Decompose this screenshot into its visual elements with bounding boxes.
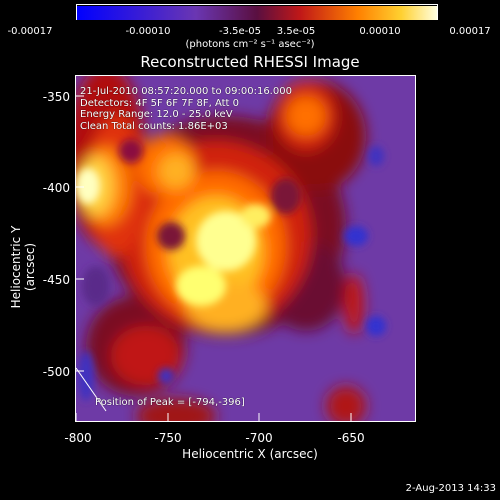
y-axis-title: Heliocentric Y (arcsec) bbox=[9, 225, 37, 309]
x-tick-label: -750 bbox=[154, 431, 182, 445]
rhessi-image-plot: 21-Jul-2010 08:57:20.000 to 09:00:16.000… bbox=[75, 75, 416, 422]
datestamp: 2-Aug-2013 14:33 bbox=[405, 483, 496, 494]
colorbar-gradient bbox=[77, 6, 437, 20]
counts-annotation: Clean Total counts: 1.86E+03 bbox=[80, 120, 228, 132]
colorbar bbox=[76, 4, 438, 20]
x-tick-label: -800 bbox=[64, 431, 92, 445]
plot-title: Reconstructed RHESSI Image bbox=[140, 53, 360, 71]
colorbar-tick-label: 0.00017 bbox=[449, 26, 491, 37]
x-tick-label: -650 bbox=[337, 431, 365, 445]
colorbar-tick-label: -0.00010 bbox=[125, 26, 171, 37]
colorbar-units: (photons cm⁻² s⁻¹ asec⁻²) bbox=[185, 39, 315, 50]
y-tick-label: -400 bbox=[42, 181, 70, 195]
time-range-annotation: 21-Jul-2010 08:57:20.000 to 09:00:16.000 bbox=[80, 86, 292, 97]
energy-range-annotation: Energy Range: 12.0 - 25.0 keV bbox=[80, 109, 233, 120]
y-tick-label: -350 bbox=[42, 90, 70, 104]
y-tick-label: -450 bbox=[42, 273, 70, 287]
colorbar-tick-label: 0.00010 bbox=[359, 26, 401, 37]
x-tick-label: -700 bbox=[245, 431, 273, 445]
peak-position-label: Position of Peak = [-794,-396] bbox=[95, 397, 245, 408]
detectors-annotation: Detectors: 4F 5F 6F 7F 8F, Att 0 bbox=[80, 97, 240, 109]
y-tick-label: -500 bbox=[42, 365, 70, 379]
rhessi-image bbox=[76, 76, 415, 421]
colorbar-tick-label: -0.00017 bbox=[7, 26, 53, 37]
colorbar-tick-label: 3.5e-05 bbox=[276, 26, 316, 37]
colorbar-tick-label: -3.5e-05 bbox=[219, 26, 261, 37]
x-axis-title: Heliocentric X (arcsec) bbox=[182, 447, 318, 461]
